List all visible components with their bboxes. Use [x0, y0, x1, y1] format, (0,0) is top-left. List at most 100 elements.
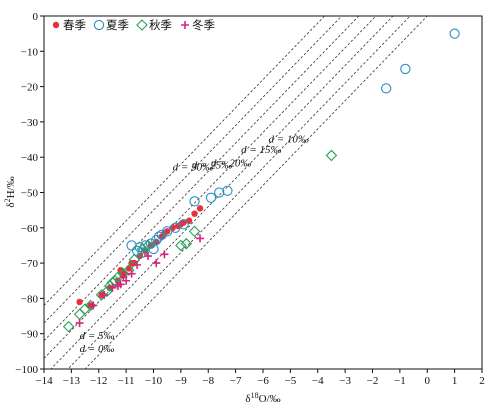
data-point: [222, 185, 233, 196]
data-point: [100, 290, 109, 299]
y-tick-label: −100: [15, 364, 38, 376]
x-tick-label: −12: [90, 375, 107, 387]
reference-line-d20: [44, 16, 360, 342]
y-tick-label: −70: [21, 258, 39, 270]
data-points: [62, 28, 460, 333]
x-tick-label: −9: [175, 375, 187, 387]
data-point: [62, 320, 75, 333]
x-axis-title: δ18O/‰: [245, 391, 280, 406]
series-3: [75, 234, 205, 328]
x-tick-label: −8: [202, 375, 214, 387]
reference-line-d5: [67, 16, 411, 369]
x-axis: −14 −13 −12 −11 −10 −9 −8 −7 −6 −5 −4 −3 −2 −1 0 1 2: [35, 369, 485, 387]
data-point: [381, 83, 392, 94]
plot-frame: [43, 15, 483, 370]
x-tick-label: −3: [339, 375, 351, 387]
x-tick-label: −5: [285, 375, 297, 387]
reference-line-label-d10: d = 10‰: [268, 133, 308, 145]
reference-lines: [44, 16, 428, 369]
data-point: [75, 319, 84, 328]
data-point: [126, 240, 137, 251]
legend: 春季 夏季 秋季 冬季: [52, 18, 215, 32]
data-point: [142, 239, 154, 252]
y-tick-label: −80: [21, 293, 39, 305]
x-tick-label: −4: [312, 375, 324, 387]
y-tick-label: 0: [33, 11, 39, 23]
data-point: [180, 237, 193, 250]
data-point: [127, 269, 136, 278]
x-tick-label: 1: [452, 375, 458, 387]
data-point: [156, 229, 167, 241]
data-point: [131, 245, 143, 256]
data-point: [449, 28, 460, 39]
data-point: [76, 298, 83, 306]
legend-entry-label: 春季: [63, 19, 86, 32]
data-point: [89, 301, 98, 310]
y-tick-label: −90: [21, 329, 39, 341]
reference-line-label-d20: d = 20‰: [211, 157, 251, 169]
legend-marker: [93, 19, 105, 31]
data-point: [160, 250, 169, 259]
data-point: [113, 282, 122, 291]
data-point: [162, 226, 173, 237]
reference-line-label-d5: d = 5‰: [80, 330, 115, 342]
data-point: [214, 187, 225, 198]
y-axis: 0 −10 −20 −30 −40 −50 −60 −70 −80 −90 −100: [15, 11, 44, 376]
y-tick-label: −60: [21, 223, 39, 235]
reference-line-label-d30: d = 30‰: [173, 162, 213, 174]
y-tick-label: −20: [21, 82, 39, 94]
legend-marker: [181, 21, 189, 29]
x-tick-label: −1: [394, 375, 406, 387]
data-point: [152, 259, 161, 268]
data-point: [119, 273, 128, 282]
legend-entry-label: 秋季: [149, 18, 172, 32]
y-axis-title: δ2H/‰: [3, 176, 18, 207]
x-tick-label: 0: [425, 375, 431, 387]
y-tick-label: −10: [21, 46, 39, 58]
x-tick-label: −7: [230, 375, 242, 387]
x-tick-label: −11: [118, 375, 135, 387]
legend-marker: [52, 21, 60, 29]
data-point: [117, 266, 124, 274]
series-0: [76, 205, 204, 309]
reference-line-d15: [44, 16, 377, 359]
legend-entry-label: 冬季: [192, 18, 215, 32]
x-tick-label: −2: [367, 375, 379, 387]
data-point: [196, 234, 205, 243]
reference-line-d30: [44, 16, 325, 306]
legend-entry-label: 夏季: [106, 19, 129, 32]
data-point: [114, 277, 122, 284]
reference-line-d25: [44, 16, 342, 324]
data-point: [175, 239, 187, 252]
y-tick-label: −30: [21, 117, 39, 129]
data-point: [136, 243, 149, 255]
legend-marker: [136, 19, 148, 31]
data-point: [400, 63, 411, 75]
reference-line-labels: d = 0‰d = 5‰ d = 10‰d = 15‰d = 20‰d = 25‰…: [80, 133, 309, 355]
data-point: [79, 303, 91, 315]
data-point: [325, 149, 338, 162]
y-tick-label: −40: [21, 152, 39, 164]
data-point: [191, 210, 198, 217]
reference-line-label-d0: d = 0‰: [80, 343, 115, 355]
reference-line-d0: [84, 16, 428, 369]
x-tick-label: −14: [35, 375, 53, 387]
x-tick-label: −13: [63, 375, 81, 387]
data-point: [108, 283, 117, 292]
data-point: [205, 192, 217, 203]
reference-line-d10: [50, 16, 394, 369]
data-point: [144, 252, 153, 261]
y-tick-label: −50: [21, 188, 39, 200]
x-tick-label: −10: [145, 375, 163, 387]
reference-line-label-d25: d = 25‰: [192, 160, 232, 172]
x-tick-label: −6: [257, 375, 269, 387]
data-point: [123, 264, 135, 276]
x-tick-label: 2: [479, 375, 485, 387]
reference-line-label-d15: d = 15‰: [241, 144, 281, 156]
data-point: [188, 225, 201, 238]
data-point: [196, 205, 204, 212]
data-point: [133, 260, 142, 269]
data-point: [153, 231, 165, 242]
data-point: [189, 196, 200, 207]
